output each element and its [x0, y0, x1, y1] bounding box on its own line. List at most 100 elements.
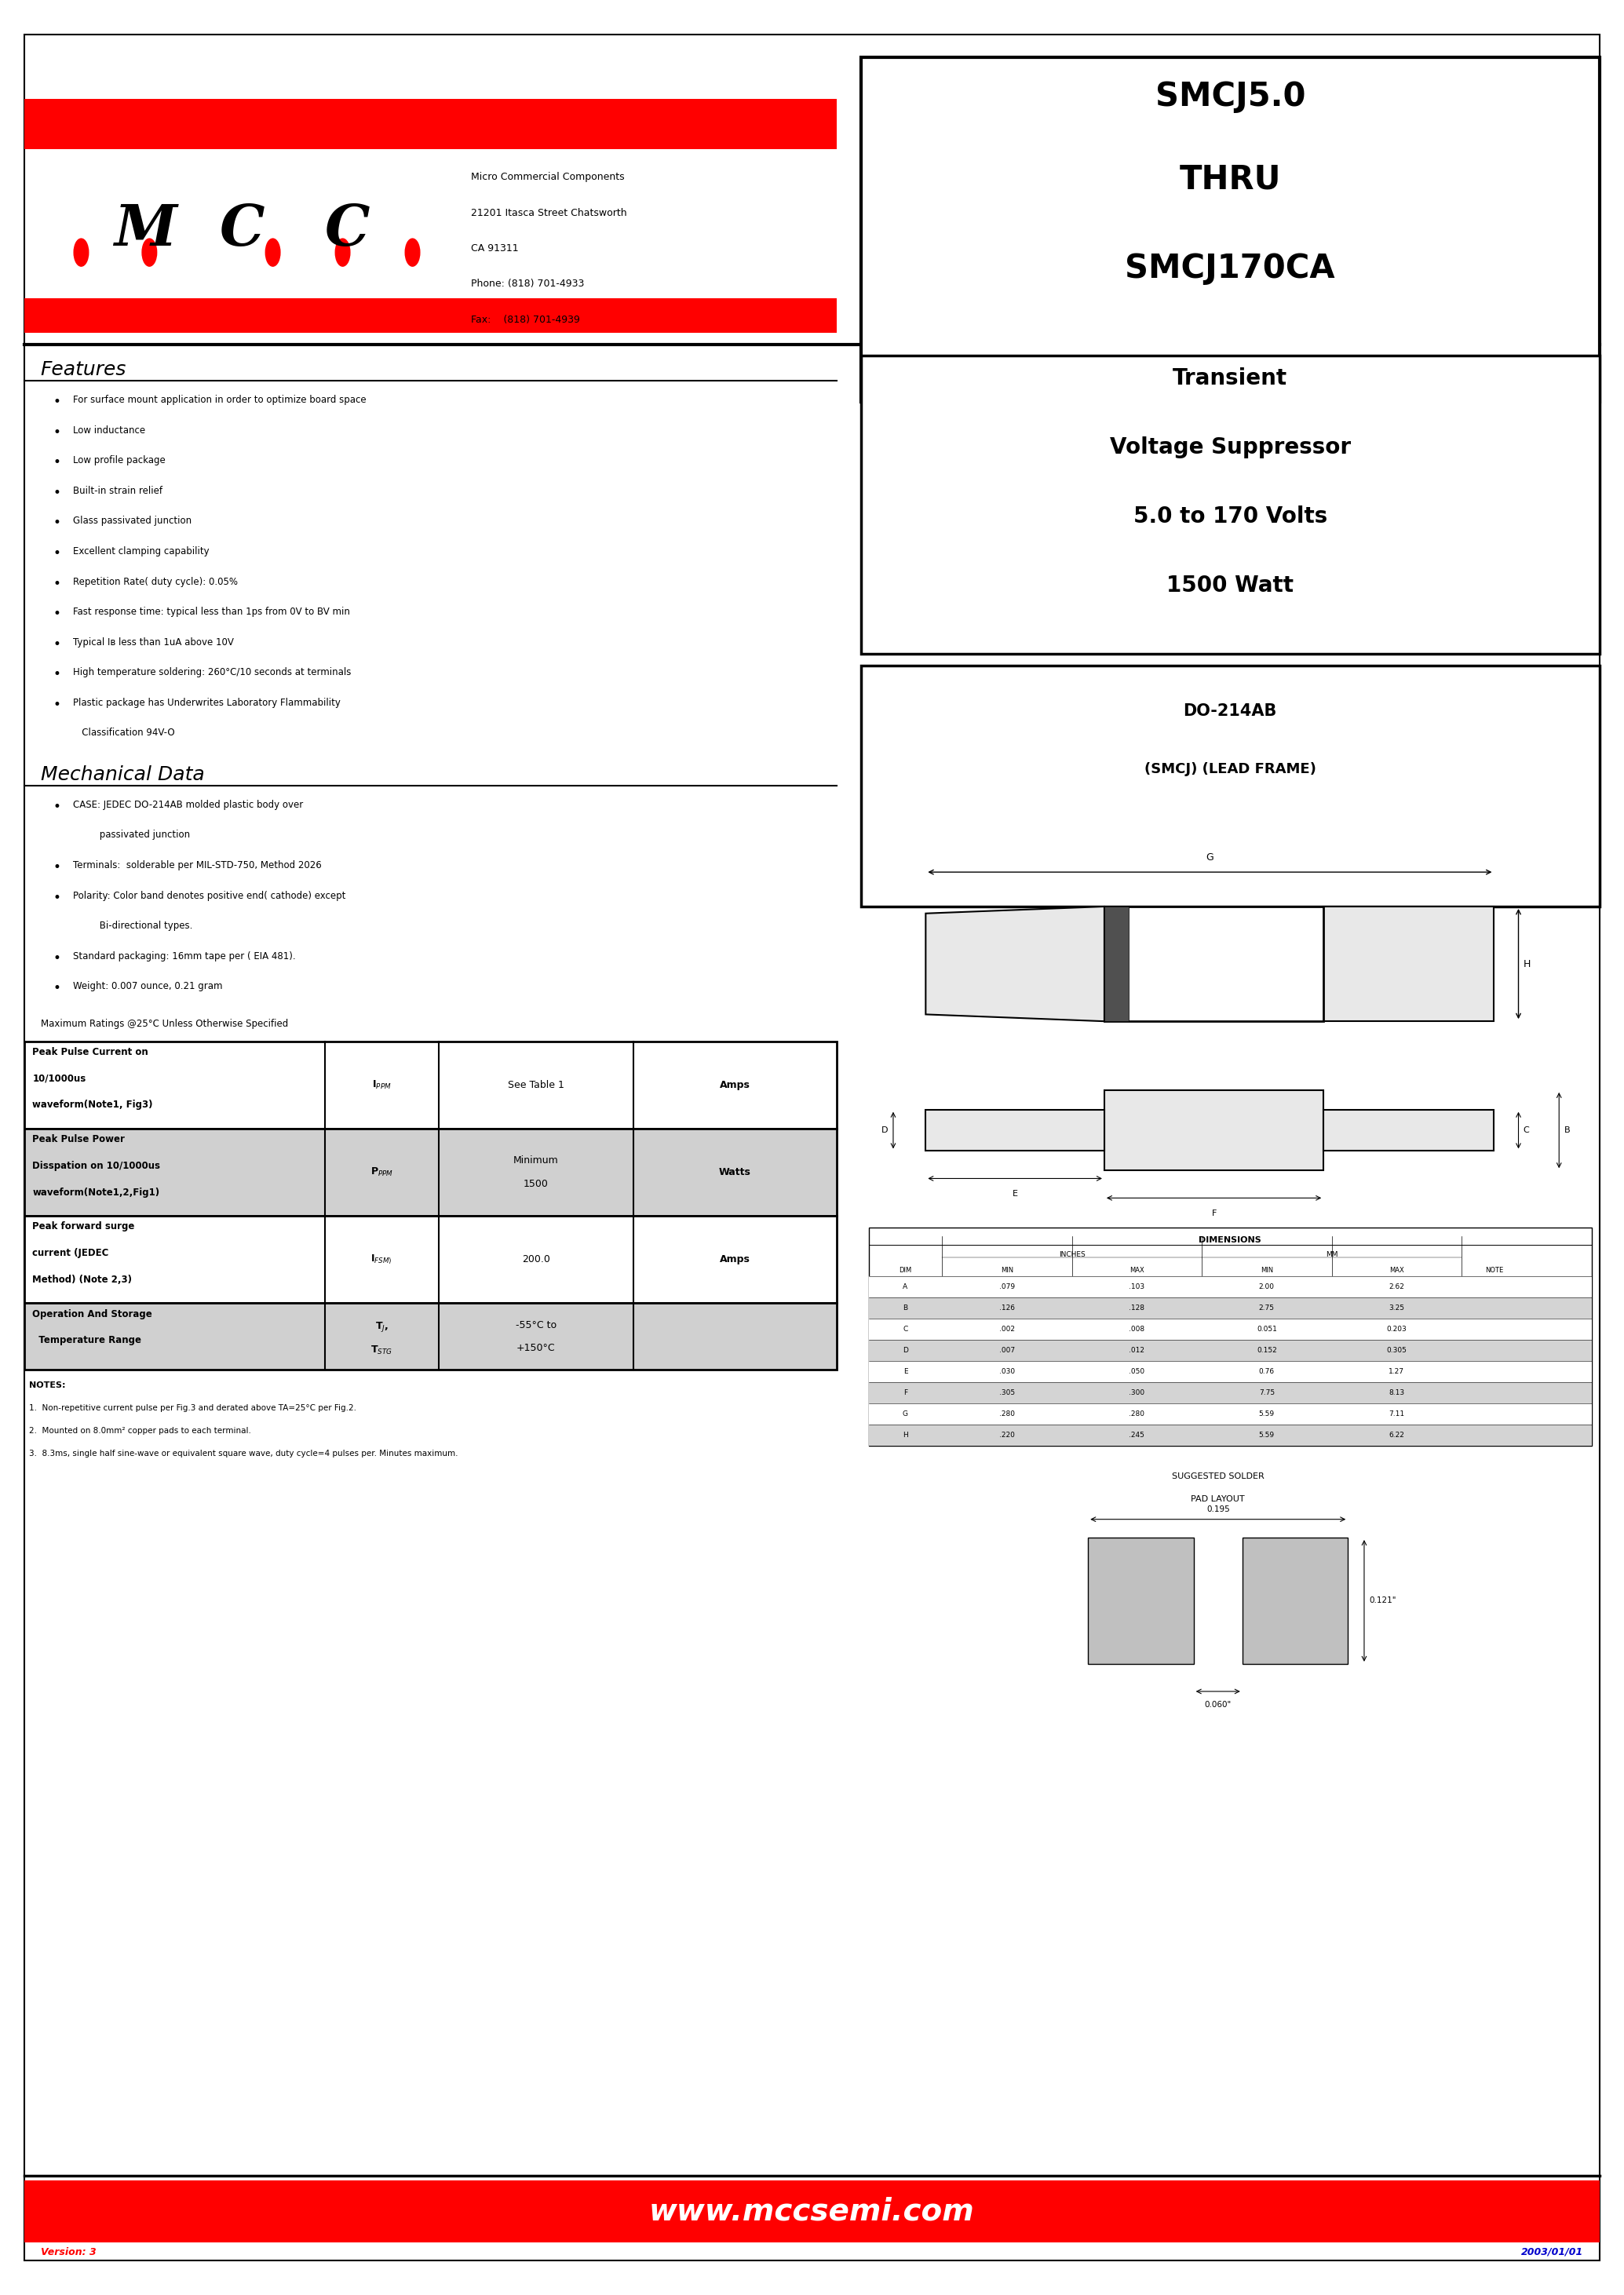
- Text: Minimum: Minimum: [513, 1157, 559, 1166]
- Bar: [24, 298, 836, 333]
- Text: See Table 1: See Table 1: [508, 1081, 564, 1090]
- Text: Standard packaging: 16mm tape per ( EIA 481).: Standard packaging: 16mm tape per ( EIA …: [73, 950, 296, 962]
- Ellipse shape: [404, 239, 419, 266]
- Text: D: D: [903, 1347, 908, 1354]
- Text: Excellent clamping capability: Excellent clamping capability: [73, 546, 209, 555]
- Text: •: •: [54, 950, 60, 966]
- Text: C: C: [1523, 1127, 1530, 1134]
- Text: C: C: [325, 202, 370, 257]
- Bar: [861, 57, 1600, 402]
- Text: .300: .300: [1129, 1388, 1145, 1395]
- Text: -55°C to: -55°C to: [515, 1320, 557, 1331]
- Text: DIM: DIM: [900, 1267, 911, 1274]
- Bar: [24, 99, 836, 149]
- Bar: [24, 1042, 836, 1129]
- Text: 1.27: 1.27: [1389, 1368, 1405, 1375]
- Text: •: •: [54, 606, 60, 622]
- Text: NOTE: NOTE: [1484, 1267, 1504, 1274]
- Text: MIN: MIN: [1000, 1267, 1013, 1274]
- Text: 3.  8.3ms, single half sine-wave or equivalent square wave, duty cycle=4 pulses : 3. 8.3ms, single half sine-wave or equiv…: [29, 1450, 458, 1457]
- Bar: [861, 356, 1600, 654]
- Text: .103: .103: [1129, 1283, 1145, 1290]
- Text: Terminals:  solderable per MIL-STD-750, Method 2026: Terminals: solderable per MIL-STD-750, M…: [73, 861, 322, 870]
- Text: G: G: [903, 1411, 908, 1418]
- Text: 5.59: 5.59: [1259, 1432, 1275, 1439]
- Bar: [1104, 907, 1129, 1021]
- Text: .245: .245: [1129, 1432, 1145, 1439]
- Text: Low inductance: Low inductance: [73, 425, 146, 436]
- Bar: [1324, 1111, 1494, 1152]
- Text: SMCJ5.0: SMCJ5.0: [1155, 80, 1306, 112]
- Text: Watts: Watts: [719, 1168, 750, 1177]
- Text: •: •: [54, 861, 60, 874]
- Text: Plastic package has Underwrites Laboratory Flammability: Plastic package has Underwrites Laborato…: [73, 698, 341, 707]
- Text: SUGGESTED SOLDER: SUGGESTED SOLDER: [1173, 1473, 1263, 1480]
- Text: Phone: (818) 701-4933: Phone: (818) 701-4933: [471, 278, 585, 289]
- Text: •: •: [54, 638, 60, 652]
- Text: THRU: THRU: [1179, 163, 1281, 195]
- Text: Polarity: Color band denotes positive end( cathode) except: Polarity: Color band denotes positive en…: [73, 890, 346, 900]
- Text: Peak forward surge: Peak forward surge: [32, 1221, 135, 1232]
- Text: 0.152: 0.152: [1257, 1347, 1276, 1354]
- Text: DIMENSIONS: DIMENSIONS: [1199, 1235, 1262, 1244]
- Text: 10/1000us: 10/1000us: [32, 1074, 86, 1083]
- Text: •: •: [54, 487, 60, 500]
- Text: G: G: [1207, 854, 1213, 863]
- Text: .280: .280: [1129, 1411, 1145, 1418]
- Text: 3.25: 3.25: [1389, 1304, 1405, 1310]
- Bar: [861, 666, 1600, 907]
- Text: Mechanical Data: Mechanical Data: [41, 764, 205, 785]
- Text: Temperature Range: Temperature Range: [32, 1336, 141, 1345]
- Text: PAD LAYOUT: PAD LAYOUT: [1190, 1496, 1246, 1503]
- Text: M: M: [114, 202, 177, 257]
- Bar: [1242, 1538, 1348, 1664]
- Text: Low profile package: Low profile package: [73, 454, 166, 466]
- Text: Voltage Suppressor: Voltage Suppressor: [1109, 436, 1351, 459]
- Bar: [24, 1216, 836, 1304]
- Text: C: C: [219, 202, 265, 257]
- Text: •: •: [54, 576, 60, 590]
- Text: A: A: [903, 1283, 908, 1290]
- Text: •: •: [54, 454, 60, 470]
- Text: •: •: [54, 425, 60, 438]
- Text: P$_{PPM}$: P$_{PPM}$: [370, 1166, 393, 1177]
- Text: Amps: Amps: [719, 1255, 750, 1265]
- Bar: [869, 1297, 1592, 1317]
- Bar: [869, 1402, 1592, 1425]
- Text: passivated junction: passivated junction: [73, 831, 190, 840]
- Text: E: E: [1012, 1189, 1018, 1198]
- Text: SMCJ170CA: SMCJ170CA: [1125, 252, 1335, 285]
- Text: .007: .007: [999, 1347, 1015, 1354]
- Bar: [1104, 1090, 1324, 1170]
- Text: .305: .305: [999, 1388, 1015, 1395]
- Text: 0.195: 0.195: [1207, 1506, 1229, 1515]
- Bar: [24, 1129, 836, 1216]
- Bar: [24, 1304, 836, 1370]
- Text: Method) (Note 2,3): Method) (Note 2,3): [32, 1274, 132, 1285]
- Text: 1500 Watt: 1500 Watt: [1166, 574, 1294, 597]
- Text: D: D: [882, 1127, 888, 1134]
- Text: NOTES:: NOTES:: [29, 1382, 65, 1388]
- Bar: [1104, 907, 1324, 1021]
- Bar: [869, 1382, 1592, 1402]
- Text: •: •: [54, 982, 60, 996]
- Text: 0.305: 0.305: [1387, 1347, 1406, 1354]
- Text: 200.0: 200.0: [521, 1255, 551, 1265]
- Text: 0.060": 0.060": [1205, 1701, 1231, 1707]
- Text: A: A: [1212, 959, 1216, 968]
- Text: CASE: JEDEC DO-214AB molded plastic body over: CASE: JEDEC DO-214AB molded plastic body…: [73, 799, 304, 810]
- Text: +150°C: +150°C: [516, 1343, 555, 1354]
- Text: 2.00: 2.00: [1259, 1283, 1275, 1290]
- Text: High temperature soldering: 260°C/10 seconds at terminals: High temperature soldering: 260°C/10 sec…: [73, 668, 351, 677]
- Text: 0.203: 0.203: [1387, 1327, 1406, 1333]
- Text: MIN: MIN: [1260, 1267, 1273, 1274]
- Text: .030: .030: [999, 1368, 1015, 1375]
- Text: I$_{PPM}$: I$_{PPM}$: [372, 1079, 391, 1090]
- Text: Maximum Ratings @25°C Unless Otherwise Specified: Maximum Ratings @25°C Unless Otherwise S…: [41, 1019, 287, 1028]
- Bar: [926, 1111, 1104, 1152]
- Text: 2003/01/01: 2003/01/01: [1522, 2247, 1583, 2256]
- Text: 0.76: 0.76: [1259, 1368, 1275, 1375]
- Bar: [869, 1276, 1592, 1297]
- Text: T$_{J}$,: T$_{J}$,: [375, 1320, 388, 1333]
- Text: •: •: [54, 668, 60, 682]
